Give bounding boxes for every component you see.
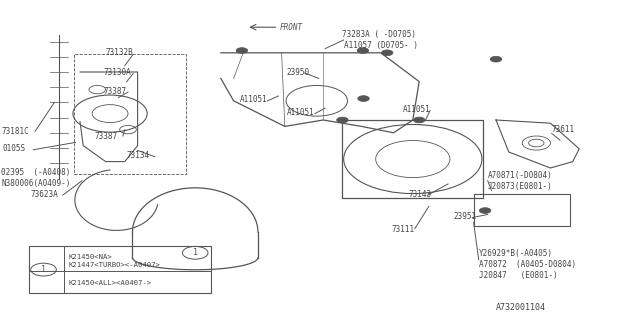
Text: A732001104: A732001104 — [496, 303, 546, 312]
Text: 73611: 73611 — [552, 125, 575, 134]
Circle shape — [337, 117, 348, 123]
Circle shape — [413, 117, 425, 123]
Text: 73111: 73111 — [392, 225, 415, 234]
Text: A11057 (D0705- ): A11057 (D0705- ) — [344, 41, 419, 50]
Circle shape — [479, 208, 491, 213]
Text: 02395  (-A0408): 02395 (-A0408) — [1, 168, 70, 177]
Text: 73132B: 73132B — [106, 48, 133, 57]
Text: A11051: A11051 — [403, 105, 431, 114]
Text: J20847   (E0801-): J20847 (E0801-) — [479, 271, 557, 280]
Circle shape — [381, 50, 393, 56]
Text: 73134: 73134 — [127, 151, 150, 160]
Circle shape — [358, 96, 369, 101]
Text: 0105S: 0105S — [3, 144, 26, 153]
Text: K21450<NA>: K21450<NA> — [68, 254, 112, 260]
Text: 73143: 73143 — [408, 190, 431, 199]
Text: A11051: A11051 — [287, 108, 314, 117]
Text: 23950: 23950 — [287, 68, 310, 76]
Text: A70872  (A0405-D0804): A70872 (A0405-D0804) — [479, 260, 576, 269]
Text: Y26929*B(-A0405): Y26929*B(-A0405) — [479, 249, 553, 258]
Text: 73623A: 73623A — [31, 190, 58, 199]
Circle shape — [357, 48, 369, 53]
Circle shape — [236, 48, 248, 53]
Text: 23951: 23951 — [453, 212, 476, 221]
Text: N380006(A0409-): N380006(A0409-) — [1, 179, 70, 188]
Text: FRONT: FRONT — [280, 23, 303, 32]
Text: 1: 1 — [193, 248, 198, 257]
Text: 73387: 73387 — [95, 132, 118, 140]
Text: K21450<ALL><A0407->: K21450<ALL><A0407-> — [68, 280, 152, 285]
Bar — [74, 54, 186, 174]
Text: K21447<TURBO><-A0407>: K21447<TURBO><-A0407> — [68, 262, 161, 268]
Text: J20873(E0801-): J20873(E0801-) — [488, 182, 552, 191]
Text: 73130A: 73130A — [104, 68, 131, 76]
Text: A70871(-D0804): A70871(-D0804) — [488, 171, 552, 180]
Text: 73283A ( -D0705): 73283A ( -D0705) — [342, 30, 417, 39]
Text: 1: 1 — [41, 265, 46, 274]
Text: 73387: 73387 — [104, 87, 127, 96]
Text: 73181C: 73181C — [1, 127, 29, 136]
Text: A11051: A11051 — [240, 95, 268, 104]
Circle shape — [490, 56, 502, 62]
Bar — [29, 246, 211, 293]
